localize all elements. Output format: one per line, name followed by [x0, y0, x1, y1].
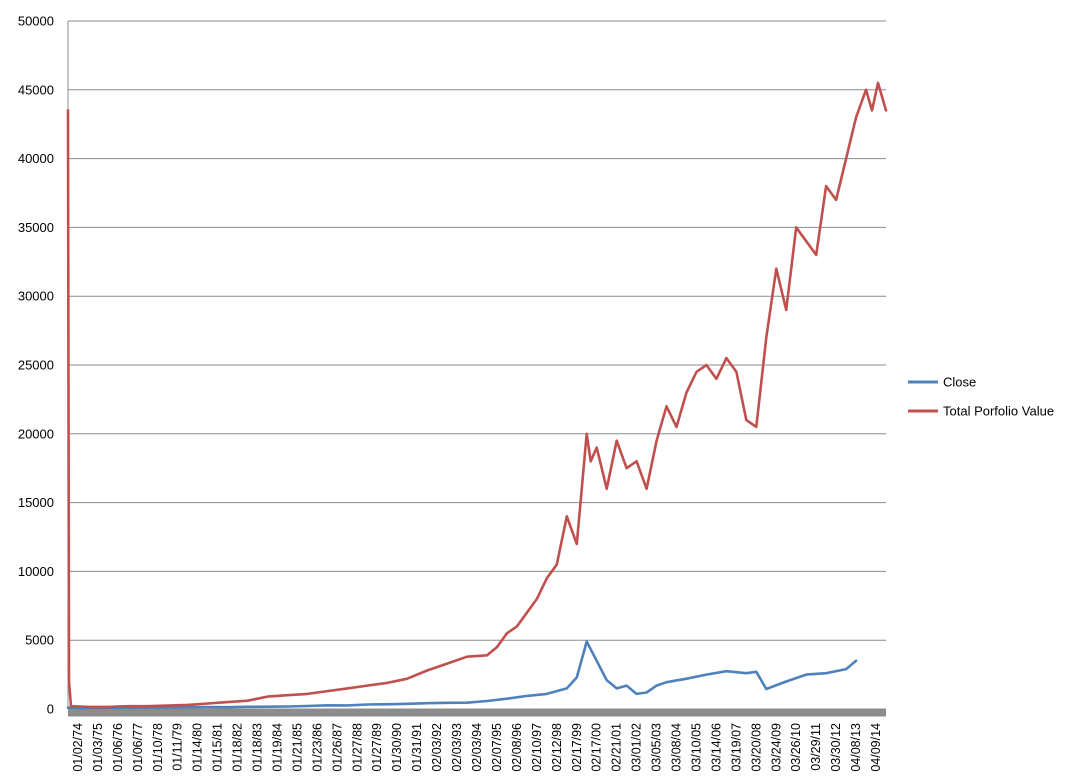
- y-tick-label: 5000: [25, 633, 54, 648]
- x-tick-label: 03/01/02: [630, 723, 644, 772]
- x-tick-label: 01/30/90: [390, 723, 404, 772]
- x-tick-label: 02/08/96: [510, 723, 524, 772]
- x-tick-label: 02/21/01: [610, 723, 624, 772]
- x-tick-label: 01/11/79: [171, 723, 185, 771]
- x-tick-label: 02/17/99: [570, 723, 584, 772]
- x-tick-label: 03/08/04: [670, 723, 684, 772]
- y-tick-label: 0: [47, 702, 54, 717]
- x-tick-label: 02/03/93: [450, 723, 464, 772]
- x-tick-label: 03/05/03: [650, 723, 664, 772]
- x-tick-label: 02/12/98: [550, 723, 564, 772]
- legend: Close Total Porfolio Value: [908, 375, 1054, 419]
- series-lines: [66, 81, 888, 710]
- y-tick-label: 50000: [18, 14, 54, 29]
- y-tick-label: 10000: [18, 564, 54, 579]
- x-tick-label: 01/26/87: [330, 723, 344, 772]
- x-tick-label: 01/27/89: [370, 723, 384, 772]
- x-tick-label: 01/15/81: [211, 723, 225, 772]
- x-tick-label: 01/31/91: [410, 723, 424, 772]
- x-tick-label: 01/02/74: [71, 723, 85, 772]
- y-tick-label: 40000: [18, 151, 54, 166]
- y-tick-label: 15000: [18, 495, 54, 510]
- x-tick-label: 03/14/06: [709, 723, 723, 772]
- y-tick-label: 20000: [18, 426, 54, 441]
- x-tick-label: 01/14/80: [191, 723, 205, 772]
- x-tick-label: 02/07/95: [490, 723, 504, 772]
- legend-label: Close: [943, 375, 976, 390]
- y-tick-label: 25000: [18, 358, 54, 373]
- x-tick-label: 01/18/82: [231, 723, 245, 772]
- x-tick-label: 02/17/00: [590, 723, 604, 772]
- x-tick-label: 01/23/86: [310, 723, 324, 772]
- x-tick-label: 02/03/92: [430, 723, 444, 772]
- x-tick-label: 03/10/05: [689, 723, 703, 772]
- y-tick-label: 35000: [18, 220, 54, 235]
- x-tick-label: 03/24/09: [769, 723, 783, 772]
- x-tick-label: 01/19/84: [270, 723, 284, 772]
- x-tick-label: 03/30/12: [829, 723, 843, 772]
- x-tick-label: 03/19/07: [729, 723, 743, 772]
- y-tick-label: 30000: [18, 289, 54, 304]
- x-tick-label: 01/06/76: [111, 723, 125, 772]
- x-tick-label: 04/09/14: [869, 723, 883, 772]
- series-line-1: [66, 81, 888, 709]
- x-tick-label: 01/21/85: [290, 723, 304, 772]
- x-tick-label: 01/10/78: [151, 723, 165, 772]
- legend-label: Total Porfolio Value: [943, 404, 1054, 419]
- x-tick-label: 04/08/13: [849, 723, 863, 772]
- x-tick-label: 01/06/77: [131, 723, 145, 772]
- y-tick-label: 45000: [18, 82, 54, 97]
- x-tick-label: 03/29/11: [809, 723, 823, 771]
- series-line-0: [66, 640, 858, 710]
- x-tick-label: 02/10/97: [530, 723, 544, 772]
- x-tick-label: 02/03/94: [470, 723, 484, 772]
- x-tick-label: 03/26/10: [789, 723, 803, 772]
- y-axis-ticks: 0 5000 10000 15000 20000 25000 30000 35000 40000…: [18, 14, 54, 717]
- x-tick-label: 01/27/88: [350, 723, 364, 772]
- gridlines: [68, 20, 886, 710]
- x-tick-label: 01/18/83: [251, 723, 265, 772]
- x-tick-label: 03/20/08: [749, 723, 763, 772]
- x-axis-ticks: 01/02/74 01/03/75 01/06/76 01/06/77 01/10/78…: [71, 723, 883, 772]
- x-tick-label: 01/03/75: [91, 723, 105, 772]
